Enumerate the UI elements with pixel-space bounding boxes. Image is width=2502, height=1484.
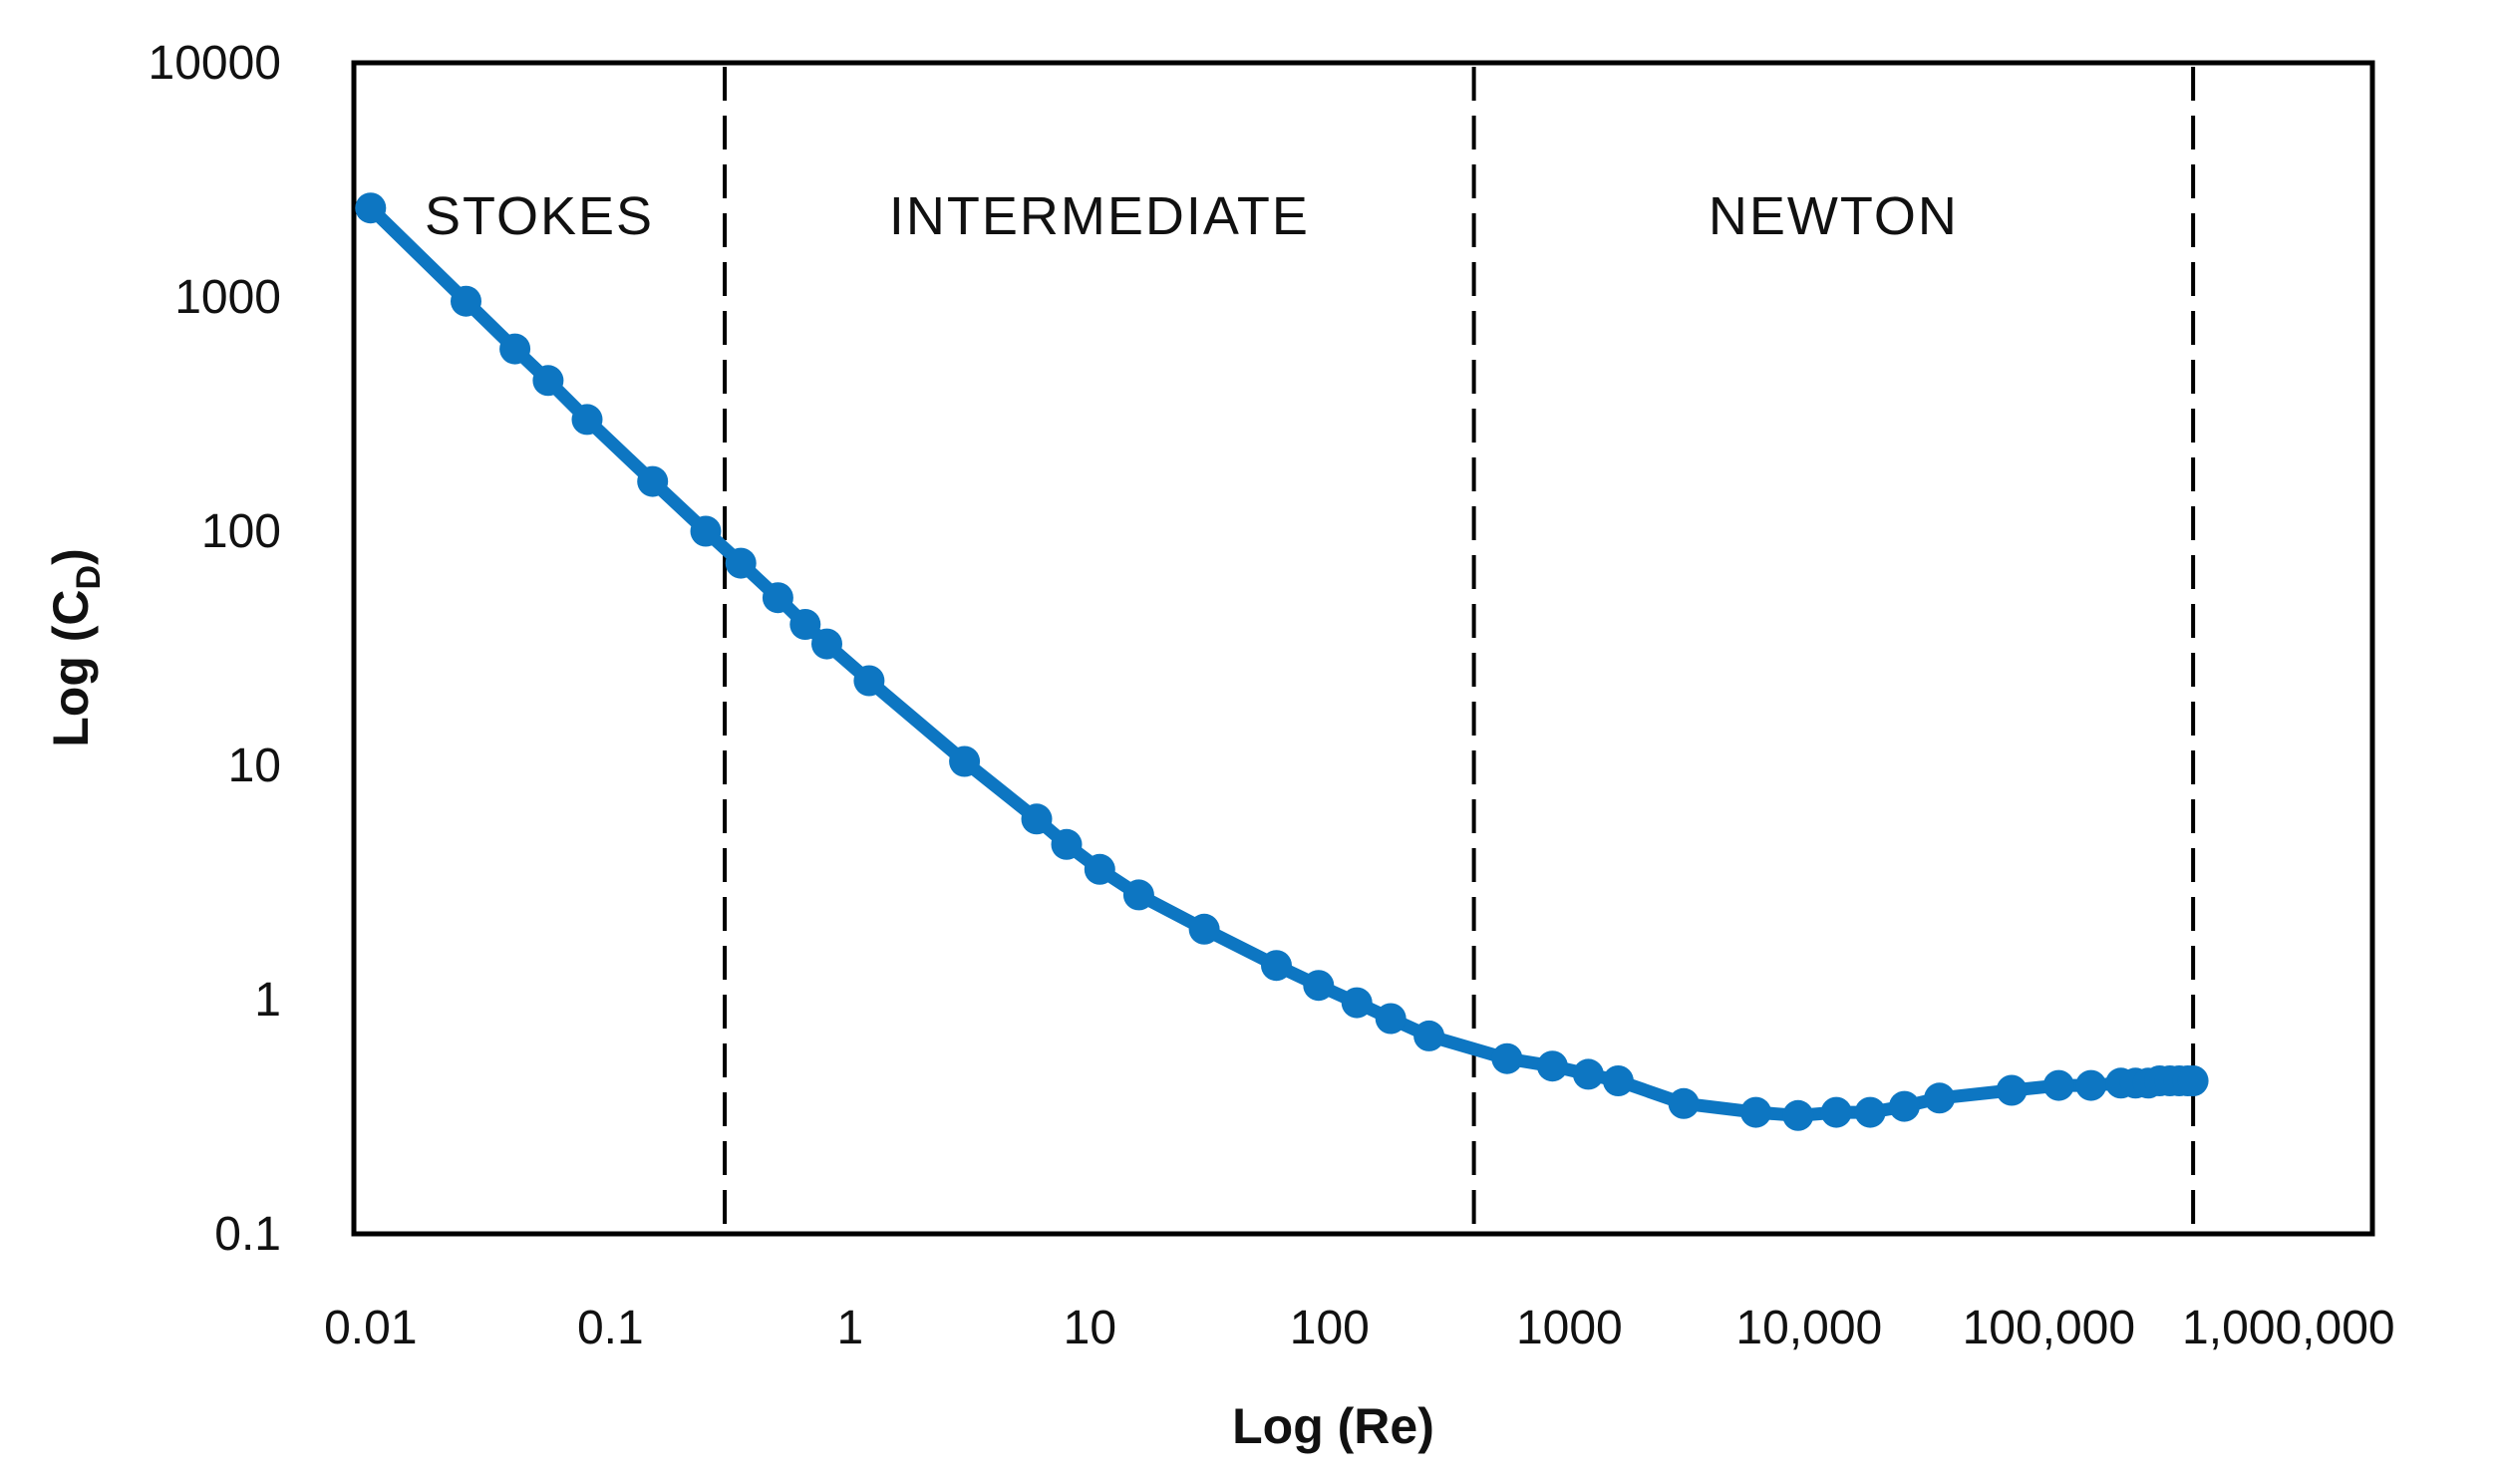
x-tick-label-10: 10 [1064,1302,1116,1354]
y-tick-label-10000: 10000 [149,37,281,90]
data-point-marker [451,285,481,317]
x-tick-label-0.01: 0.01 [324,1302,417,1354]
data-point-marker [1051,828,1083,860]
data-point-marker [690,515,722,547]
data-point-marker [637,465,669,497]
data-point-marker [1413,1020,1445,1051]
data-point-marker [725,547,757,579]
data-point-marker [1536,1050,1568,1082]
data-point-marker [1740,1096,1771,1128]
y-axis-title: Log (CD) [43,548,108,747]
data-point-marker [1021,803,1053,835]
data-point-marker [949,745,981,777]
x-tick-label-10000: 10,000 [1735,1302,1882,1354]
data-point-marker [1782,1099,1814,1131]
region-label-stokes: STOKES [425,186,654,246]
data-point-marker [1341,987,1373,1019]
x-tick-label-100000: 100,000 [1963,1302,2136,1354]
data-point-marker [789,609,821,640]
data-point-marker [853,665,885,697]
data-point-marker [1924,1082,1956,1114]
data-point-marker [1303,970,1335,1002]
x-tick-label-0.1: 0.1 [577,1302,644,1354]
data-point-marker [811,628,842,660]
data-point-marker [355,192,387,224]
y-tick-label-1000: 1000 [174,271,281,324]
data-point-marker [1602,1065,1634,1096]
data-point-marker [1854,1096,1886,1128]
region-label-intermediate: INTERMEDIATE [889,186,1310,246]
data-point-marker [1122,879,1154,911]
data-point-marker [1889,1090,1920,1122]
data-point-marker [571,404,603,436]
data-point-marker [2075,1069,2107,1101]
y-tick-label-10: 10 [228,740,281,792]
y-tick-label-1: 1 [254,974,281,1027]
x-tick-label-1000000: 1,000,000 [2182,1302,2395,1354]
data-point-marker [1084,853,1115,885]
data-point-marker [1668,1087,1700,1119]
data-point-marker [762,582,793,614]
data-point-marker [1261,950,1292,982]
x-tick-label-100: 100 [1290,1302,1370,1354]
data-point-marker [1188,913,1220,945]
data-point-marker [2042,1069,2074,1101]
data-point-marker [499,333,531,365]
data-point-marker [1572,1058,1604,1090]
data-point-marker [1375,1003,1407,1035]
y-tick-label-100: 100 [201,505,281,558]
data-point-marker [1996,1074,2028,1106]
x-axis-title: Log (Re) [1232,1398,1434,1454]
data-point-marker [1491,1042,1523,1074]
data-point-marker [532,365,564,397]
x-tick-label-1: 1 [836,1302,863,1354]
x-tick-label-1000: 1000 [1516,1302,1623,1354]
plot-border [351,60,2375,1237]
data-point-marker [1820,1096,1852,1128]
region-label-newton: NEWTON [1709,186,1959,246]
y-tick-label-0.1: 0.1 [214,1208,281,1261]
data-point-marker [2177,1065,2209,1096]
